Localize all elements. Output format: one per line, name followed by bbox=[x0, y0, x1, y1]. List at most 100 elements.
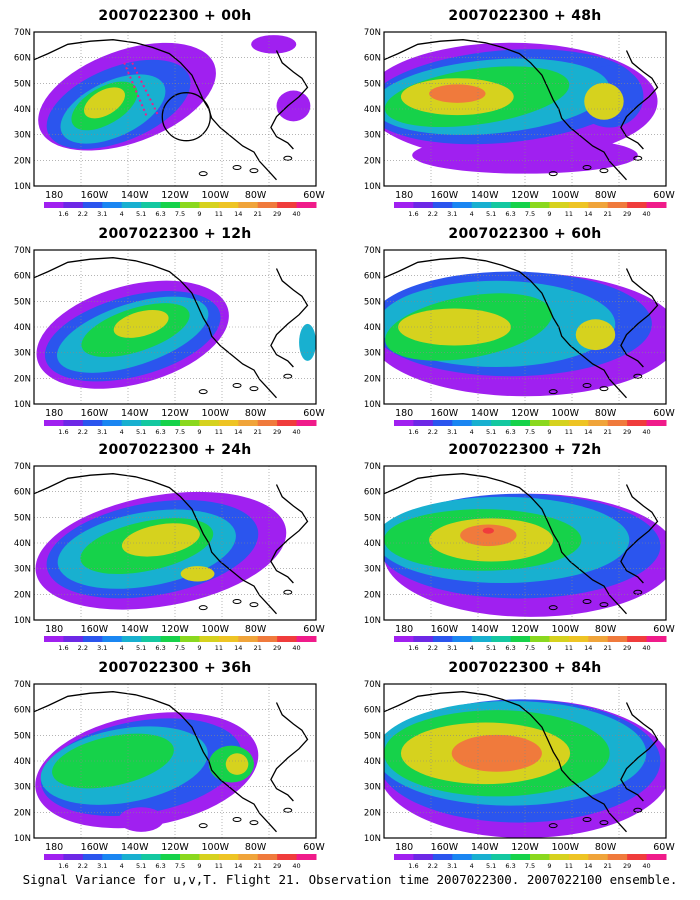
coastline bbox=[620, 484, 659, 584]
colorbar-label: 5.1 bbox=[136, 210, 146, 218]
island bbox=[198, 389, 208, 395]
colorbar-label: 11 bbox=[565, 428, 573, 436]
colorbar-swatch bbox=[413, 854, 434, 860]
y-tick-label: 60N bbox=[364, 488, 381, 498]
colorbar-swatch bbox=[549, 420, 570, 426]
x-tick-label: 100W bbox=[202, 842, 230, 853]
colorbar-swatch bbox=[141, 202, 162, 208]
observation-circle bbox=[161, 92, 211, 142]
colorbar-swatch bbox=[63, 854, 84, 860]
x-tick-label: 100W bbox=[202, 624, 230, 635]
colorbar-swatch bbox=[627, 636, 648, 642]
coastline bbox=[270, 268, 309, 368]
colorbar-label: 1.6 bbox=[58, 644, 68, 652]
map-panel: 2007022300 + 72h 10N 20N 30N 40N 50N 60N 70N 180… bbox=[350, 434, 700, 654]
colorbar-label: 29 bbox=[623, 428, 631, 436]
x-tick-label: 140W bbox=[121, 190, 149, 201]
colorbar-label: 7.5 bbox=[175, 862, 185, 870]
colorbar-swatch bbox=[471, 202, 492, 208]
island bbox=[633, 807, 643, 813]
variance-contour bbox=[276, 90, 311, 122]
colorbar-label: 11 bbox=[565, 644, 573, 652]
colorbar-label: 40 bbox=[292, 210, 300, 218]
x-tick-label: 80W bbox=[595, 624, 617, 635]
x-tick-label: 180 bbox=[395, 842, 413, 853]
colorbar-swatch bbox=[199, 854, 220, 860]
colorbar-label: 1.6 bbox=[58, 428, 68, 436]
island bbox=[633, 373, 643, 379]
island bbox=[582, 599, 592, 605]
island bbox=[198, 823, 208, 829]
colorbar-label: 2.2 bbox=[428, 428, 438, 436]
colorbar-label: 3.1 bbox=[447, 862, 457, 870]
colorbar-label: 6.3 bbox=[155, 210, 165, 218]
y-tick-label: 70N bbox=[14, 680, 31, 690]
colorbar-label: 7.5 bbox=[175, 644, 185, 652]
colorbar-label: 14 bbox=[234, 428, 242, 436]
colorbar-swatch bbox=[413, 636, 434, 642]
coastline bbox=[384, 473, 627, 615]
x-tick-label: 180 bbox=[45, 624, 63, 635]
colorbar-swatch bbox=[218, 202, 239, 208]
map-panel: 2007022300 + 00h 10N 20N 30N 40N 50N 60N 70N 180… bbox=[0, 0, 350, 220]
y-tick-label: 20N bbox=[14, 808, 31, 818]
island bbox=[283, 807, 293, 813]
variance-contour bbox=[429, 84, 486, 103]
y-tick-label: 30N bbox=[14, 131, 31, 141]
island bbox=[633, 589, 643, 595]
colorbar-label: 1.6 bbox=[408, 644, 418, 652]
colorbar-swatch bbox=[218, 854, 239, 860]
colorbar-label: 40 bbox=[642, 428, 650, 436]
colorbar-label: 9 bbox=[197, 210, 201, 218]
colorbar-swatch bbox=[218, 420, 239, 426]
colorbar-label: 1.6 bbox=[408, 428, 418, 436]
colorbar-label: 3.1 bbox=[447, 644, 457, 652]
x-tick-label: 80W bbox=[245, 842, 267, 853]
x-tick-label: 100W bbox=[552, 408, 580, 419]
y-tick-label: 10N bbox=[364, 616, 381, 626]
x-tick-label: 60W bbox=[653, 190, 675, 201]
variance-contour bbox=[575, 319, 616, 351]
colorbar-label: 3.1 bbox=[97, 644, 107, 652]
plot-frame bbox=[383, 465, 667, 621]
colorbar-swatch bbox=[102, 636, 123, 642]
colorbar-label: 3.1 bbox=[447, 210, 457, 218]
colorbar-swatch bbox=[452, 636, 473, 642]
colorbar-label: 14 bbox=[584, 862, 592, 870]
colorbar-swatch bbox=[277, 420, 298, 426]
colorbar-label: 2.2 bbox=[78, 210, 88, 218]
colorbar-swatch bbox=[607, 420, 628, 426]
colorbar-swatch bbox=[491, 854, 512, 860]
colorbar-swatch bbox=[296, 420, 317, 426]
variance-contour bbox=[451, 734, 542, 772]
colorbar-swatch bbox=[646, 636, 667, 642]
island bbox=[548, 389, 558, 395]
colorbar-swatch bbox=[627, 854, 648, 860]
colorbar-label: 29 bbox=[273, 862, 281, 870]
island bbox=[232, 383, 242, 389]
colorbar-swatch bbox=[82, 636, 103, 642]
y-tick-label: 10N bbox=[14, 400, 31, 410]
y-tick-label: 50N bbox=[14, 513, 31, 523]
y-tick-label: 60N bbox=[14, 272, 31, 282]
colorbar-label: 7.5 bbox=[525, 862, 535, 870]
x-tick-label: 180 bbox=[395, 624, 413, 635]
colorbar-label: 21 bbox=[604, 428, 612, 436]
plot-frame bbox=[33, 465, 317, 621]
x-tick-label: 80W bbox=[245, 190, 267, 201]
y-tick-label: 20N bbox=[14, 590, 31, 600]
colorbar-label: 9 bbox=[547, 862, 551, 870]
colorbar-swatch bbox=[627, 202, 648, 208]
colorbar-swatch bbox=[491, 636, 512, 642]
x-tick-label: 160W bbox=[431, 624, 459, 635]
colorbar-label: 29 bbox=[273, 210, 281, 218]
y-tick-label: 30N bbox=[364, 349, 381, 359]
variance-contour bbox=[398, 308, 511, 346]
colorbar-swatch bbox=[646, 854, 667, 860]
x-tick-label: 60W bbox=[303, 842, 325, 853]
colorbar-swatch bbox=[277, 636, 298, 642]
colorbar-swatch bbox=[238, 202, 259, 208]
y-tick-label: 40N bbox=[364, 539, 381, 549]
colorbar-label: 2.2 bbox=[78, 428, 88, 436]
island bbox=[548, 171, 558, 177]
